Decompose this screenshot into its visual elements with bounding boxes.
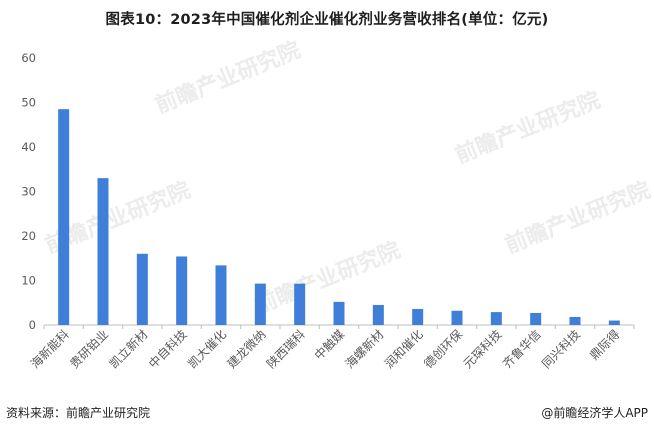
bar	[215, 265, 227, 325]
x-tick-label: 海螺新材	[342, 327, 387, 372]
bar-chart: 0 10 20 30 40 50 60 海新能科贵研铂业凯立新材中自科技凯大催化建龙微纳陕西瑞…	[21, 51, 635, 372]
x-tick-label: 陕西瑞科	[263, 327, 308, 372]
bar	[58, 109, 70, 325]
y-tick-label: 30	[21, 185, 36, 199]
x-tick-label: 贵研铂业	[67, 327, 112, 372]
x-tick-label: 元琛科技	[461, 327, 505, 371]
y-tick-label: 10	[21, 274, 36, 288]
x-tick-label: 同兴科技	[539, 327, 583, 371]
x-tick-label: 润和催化	[382, 327, 426, 371]
bar	[490, 312, 502, 325]
bar	[372, 304, 384, 325]
bar	[412, 308, 424, 325]
y-tick-label: 20	[21, 229, 36, 243]
bar	[333, 301, 345, 325]
bar	[97, 178, 109, 325]
bar	[569, 316, 581, 325]
y-tick-label: 0	[29, 318, 36, 332]
bar	[136, 253, 148, 325]
brand-credit: @前瞻经济学人APP	[541, 406, 648, 420]
chart-title: 图表10：2023年中国催化剂企业催化剂业务营收排名(单位：亿元)	[105, 12, 549, 28]
x-tick-label: 建龙微纳	[225, 327, 269, 371]
x-tick-label: 齐鲁华信	[499, 327, 544, 372]
y-tick-label: 40	[21, 140, 36, 154]
x-tick-label: 德创环保	[421, 327, 466, 372]
x-tick-label: 海新能科	[27, 327, 72, 372]
bar	[294, 283, 306, 325]
bar	[608, 320, 620, 325]
source-note: 资料来源：前瞻产业研究院	[6, 406, 151, 420]
bar	[451, 310, 463, 325]
bar	[530, 312, 542, 325]
y-tick-label: 50	[21, 96, 36, 110]
x-tick-label: 凯立新材	[106, 327, 151, 372]
x-tick-label: 中触媒	[311, 327, 347, 363]
bar	[254, 283, 266, 325]
bar	[176, 256, 188, 325]
x-tick-label: 凯大催化	[185, 327, 229, 371]
x-tick-label: 中自科技	[145, 327, 190, 372]
x-tick-label: 鼎际得	[586, 327, 622, 363]
y-tick-label: 60	[21, 51, 36, 65]
